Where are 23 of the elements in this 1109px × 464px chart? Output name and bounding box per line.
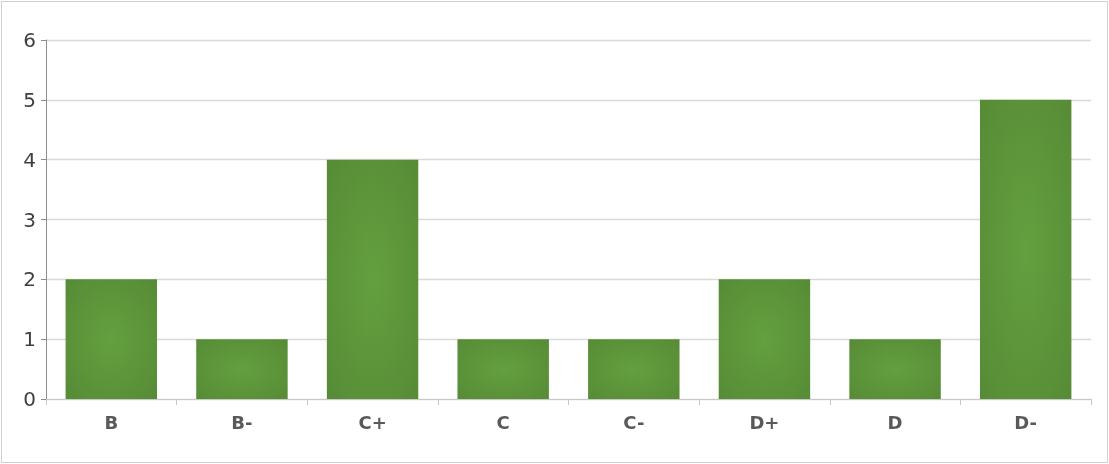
bar bbox=[979, 99, 1072, 399]
bar bbox=[849, 339, 941, 399]
x-tick-label: B- bbox=[231, 411, 253, 433]
x-tick-label: C+ bbox=[358, 411, 387, 433]
x-tick-label: C bbox=[496, 411, 510, 433]
y-tick-label: 4 bbox=[23, 147, 36, 172]
x-tick-label: D- bbox=[1014, 411, 1038, 433]
x-tick-label: C- bbox=[623, 411, 645, 433]
y-tick-label: 2 bbox=[23, 267, 36, 292]
y-tick-label: 5 bbox=[23, 87, 36, 112]
bar bbox=[196, 339, 288, 399]
bar bbox=[718, 279, 811, 399]
bar bbox=[65, 279, 158, 399]
y-tick-label: 3 bbox=[23, 207, 36, 232]
y-tick-label: 6 bbox=[23, 28, 36, 52]
bar bbox=[588, 339, 680, 399]
y-tick-label: 0 bbox=[23, 387, 36, 411]
x-tick-label: D bbox=[887, 411, 903, 433]
bar bbox=[326, 159, 419, 399]
x-tick-label: B bbox=[104, 411, 119, 433]
y-tick-label: 1 bbox=[23, 327, 36, 352]
bar bbox=[457, 339, 549, 399]
x-tick-label: D+ bbox=[749, 411, 780, 433]
